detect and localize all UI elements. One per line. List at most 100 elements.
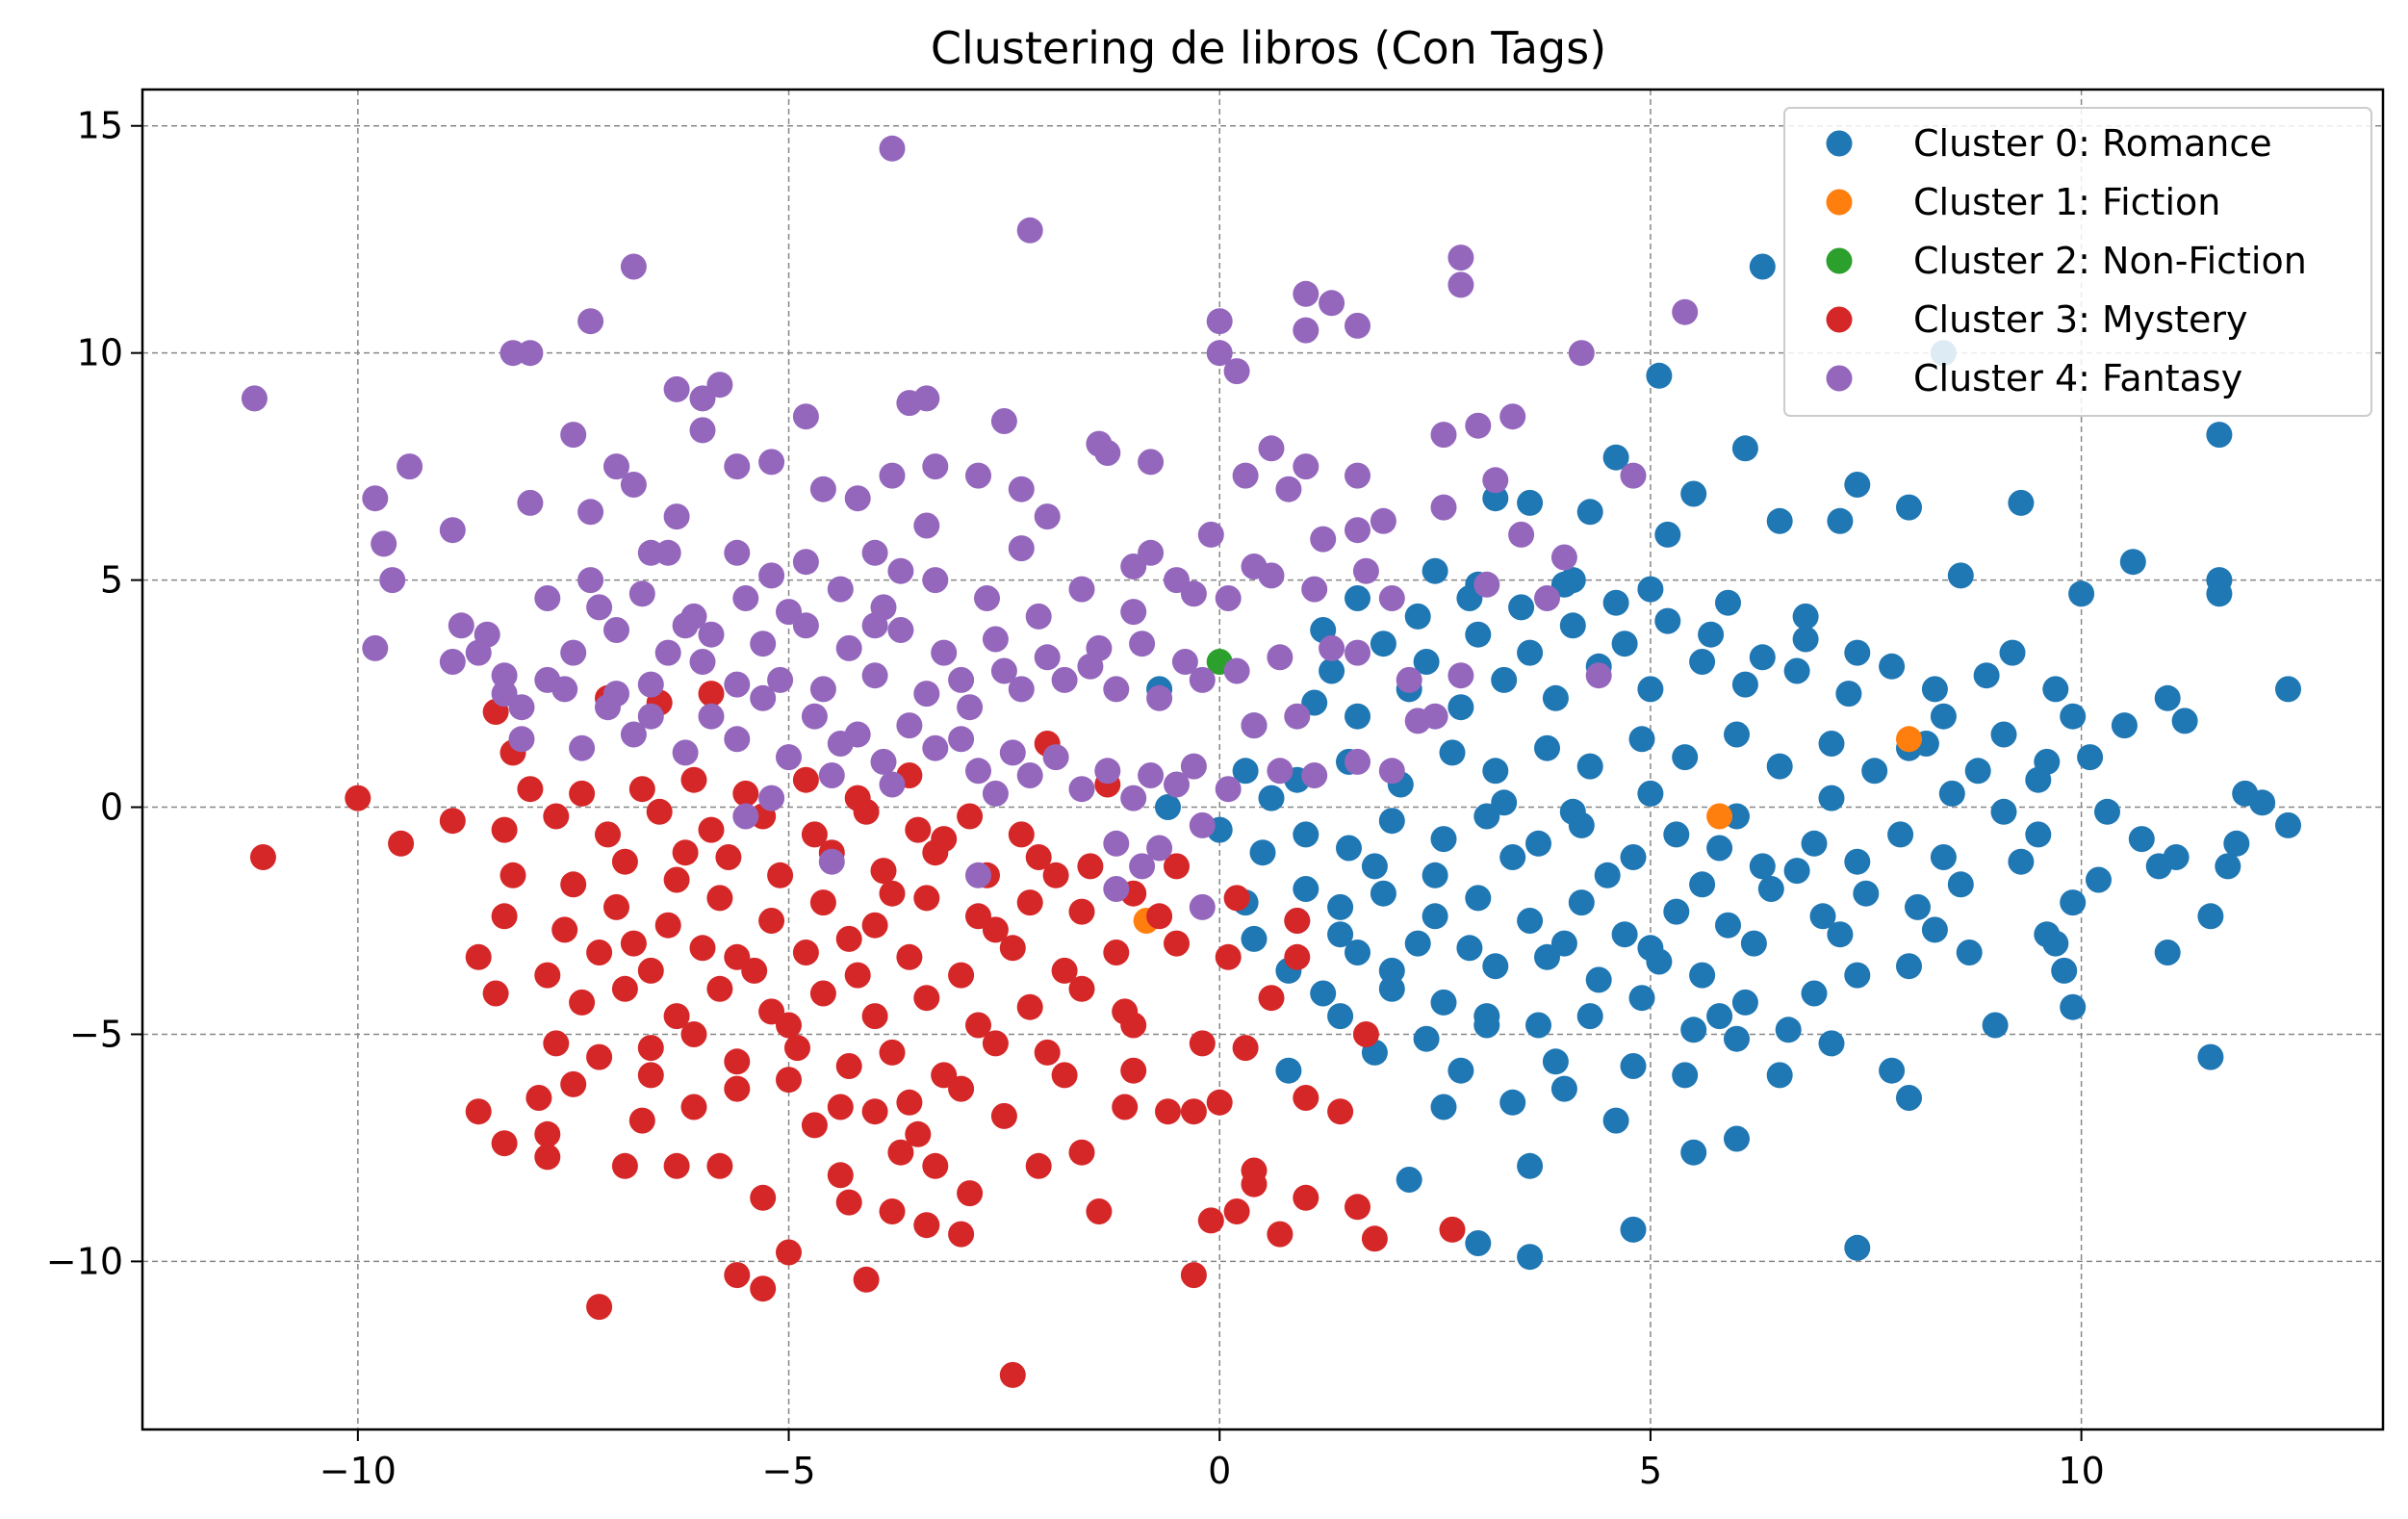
data-point — [1663, 898, 1690, 925]
data-point — [948, 962, 975, 989]
data-point — [1896, 1085, 1922, 1111]
data-point — [672, 612, 699, 639]
data-point — [905, 1120, 932, 1147]
data-point — [569, 780, 596, 807]
data-point — [1654, 521, 1681, 548]
data-point — [1051, 957, 1078, 984]
data-point — [698, 621, 725, 648]
data-point — [801, 821, 828, 848]
data-point — [1345, 312, 1371, 339]
data-point — [1879, 1057, 1906, 1084]
data-point — [1550, 930, 1577, 957]
data-point — [999, 935, 1026, 962]
data-point — [750, 631, 777, 657]
data-point — [1025, 1152, 1052, 1179]
data-point — [922, 453, 949, 480]
data-point — [500, 340, 526, 367]
data-point — [1378, 957, 1405, 984]
data-point — [2060, 993, 2087, 1020]
data-point — [397, 453, 423, 480]
data-point — [1879, 653, 1906, 680]
data-point — [1206, 308, 1233, 335]
data-point — [1715, 912, 1741, 939]
data-point — [345, 785, 371, 811]
data-point — [1749, 853, 1776, 880]
data-point — [1801, 830, 1828, 857]
data-point — [990, 1102, 1017, 1129]
data-point — [1517, 489, 1544, 516]
data-point — [1206, 340, 1233, 367]
data-point — [1189, 1030, 1216, 1057]
data-point — [1155, 1098, 1181, 1125]
data-point — [982, 916, 1009, 943]
data-point — [844, 485, 871, 512]
legend-marker — [1826, 306, 1853, 333]
data-point — [853, 1266, 880, 1293]
data-point — [706, 1152, 733, 1179]
data-point — [1620, 1216, 1647, 1243]
data-point — [611, 975, 638, 1002]
data-point — [827, 576, 854, 603]
data-point — [1370, 880, 1396, 907]
data-point — [249, 844, 276, 870]
chart-title: Clustering de libros (Con Tags) — [931, 22, 1606, 74]
data-point — [1844, 472, 1871, 498]
data-point — [1576, 753, 1603, 780]
data-point — [809, 980, 836, 1007]
data-point — [698, 816, 725, 843]
data-point — [1293, 317, 1319, 344]
data-point — [809, 476, 836, 502]
data-point — [1189, 811, 1216, 838]
data-point — [965, 462, 991, 489]
data-point — [2128, 826, 2155, 853]
data-point — [1345, 639, 1371, 666]
data-point — [1396, 666, 1422, 693]
data-point — [491, 662, 518, 689]
legend-marker — [1826, 365, 1853, 392]
data-point — [595, 821, 621, 848]
data-point — [1559, 612, 1586, 639]
data-point — [577, 308, 604, 335]
data-point — [2008, 489, 2035, 516]
data-point — [2249, 789, 2276, 816]
data-point — [680, 1094, 707, 1120]
data-point — [1146, 835, 1173, 862]
data-point — [534, 1144, 561, 1171]
data-point — [1034, 503, 1061, 530]
data-point — [809, 676, 836, 703]
data-point — [724, 1262, 751, 1289]
data-point — [1724, 1125, 1750, 1152]
data-point — [1112, 1094, 1139, 1120]
data-point — [1120, 785, 1147, 811]
data-point — [1258, 435, 1285, 462]
data-point — [1094, 758, 1121, 785]
data-point — [1422, 557, 1448, 584]
data-point — [1404, 603, 1431, 630]
data-point — [887, 1139, 914, 1166]
data-point — [1068, 898, 1095, 925]
data-point — [1016, 217, 1043, 244]
data-point — [1818, 785, 1845, 811]
data-point — [750, 1184, 777, 1211]
data-point — [628, 580, 655, 607]
data-point — [637, 1062, 664, 1089]
data-point — [879, 771, 906, 798]
data-point — [2197, 1043, 2224, 1070]
data-point — [1422, 703, 1448, 730]
data-point — [2094, 798, 2120, 825]
legend-marker — [1826, 247, 1853, 274]
data-point — [1611, 921, 1638, 948]
data-point — [637, 703, 664, 730]
data-point — [672, 739, 699, 766]
data-point — [861, 1003, 888, 1030]
data-point — [1508, 594, 1535, 621]
data-point — [1258, 785, 1285, 811]
data-point — [1378, 975, 1405, 1002]
data-point — [603, 681, 629, 708]
data-point — [706, 975, 733, 1002]
data-point — [439, 649, 466, 675]
data-point — [1517, 639, 1544, 666]
data-point — [1197, 521, 1224, 548]
data-point — [1844, 639, 1871, 666]
data-point — [896, 943, 923, 970]
